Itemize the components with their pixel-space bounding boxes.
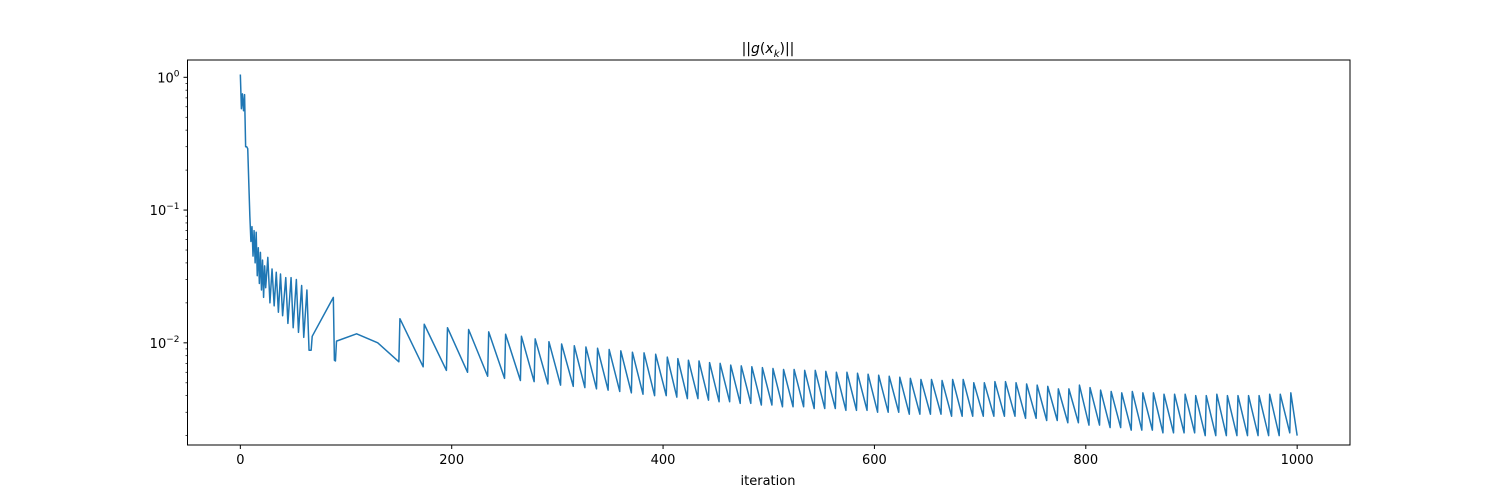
chart-title: ||g(xk)|| [742,41,795,60]
chart-title-suffix: )|| [779,41,794,57]
chart-title-variable: x [764,41,774,57]
x-tick-label: 600 [862,453,887,468]
plot-layer [239,74,1298,437]
x-axis: 0 200 400 600 800 1000 [236,445,1314,468]
series-line-0 [239,74,1298,437]
chart-title-function: g [751,41,760,57]
chart-title-prefix: || [742,41,751,57]
x-tick-label: 1000 [1281,453,1314,468]
y-tick-label: 10−2 [150,335,180,352]
x-tick-label: 0 [236,453,244,468]
y-tick-label: 100 [157,69,180,86]
x-tick-label: 400 [651,453,676,468]
chart-title-subscript: k [774,49,781,60]
x-axis-label: iteration [741,474,796,489]
x-tick-label: 800 [1073,453,1098,468]
chart-title-open-paren: ( [760,41,765,57]
y-tick-label: 10−1 [150,202,180,219]
plot-frame [187,59,1351,446]
x-tick-label: 200 [439,453,464,468]
y-axis: 100 10−1 10−2 [150,69,188,436]
